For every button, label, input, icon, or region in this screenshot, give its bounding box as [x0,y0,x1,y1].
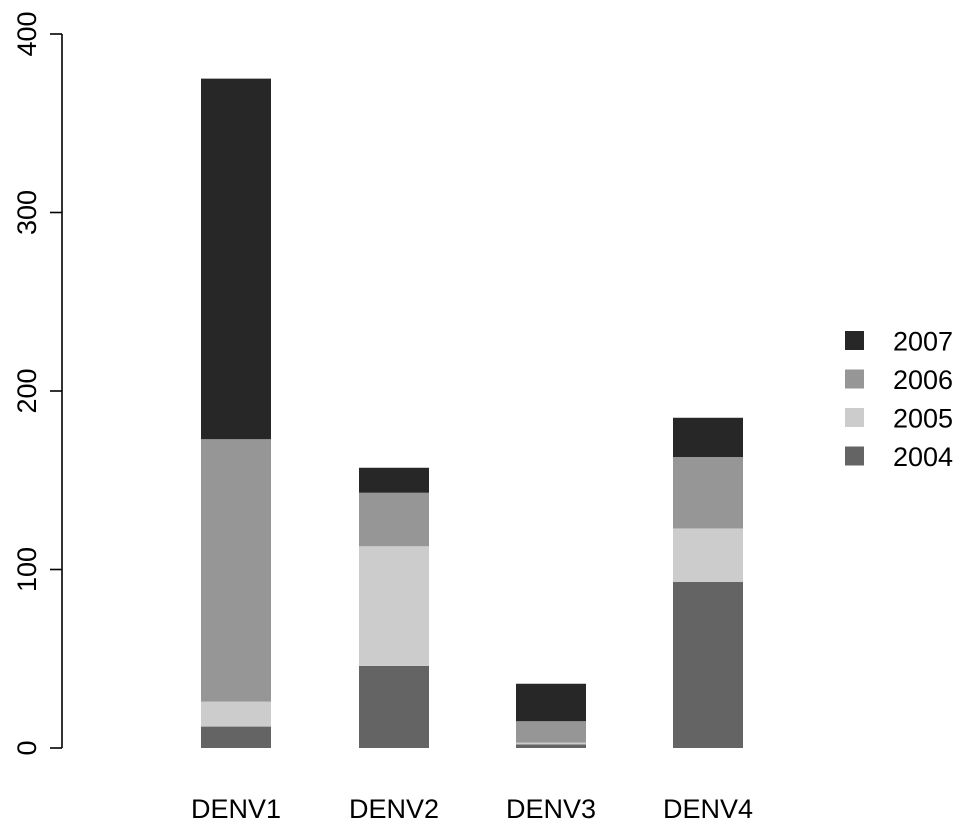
bar-segment-denv2-2007 [359,467,429,493]
bar-stack-denv3 [516,683,586,748]
y-tick-label: 400 [12,11,42,56]
y-axis: 0 100 200 300 400 [12,11,63,756]
legend-label-2006: 2006 [893,365,953,395]
x-tick-label: DENV1 [191,794,281,824]
legend-label-2005: 2005 [893,404,953,434]
y-tick-label: 200 [12,368,42,413]
bar-segment-denv1-2007 [201,78,271,440]
bar-segment-denv3-2005 [516,742,586,745]
legend-label-2007: 2007 [893,327,953,357]
legend-swatch-2004 [845,446,864,466]
x-tick-label: DENV2 [349,794,439,824]
bar-stack-denv1 [201,78,271,748]
y-tick-label: 100 [12,547,42,592]
legend-swatch-2006 [845,369,864,389]
legend: 2007 2006 2005 2004 [845,327,953,472]
bar-segment-denv4-2007 [673,417,743,458]
bar-segment-denv3-2006 [516,721,586,743]
x-axis-labels: DENV1 DENV2 DENV3 DENV4 [191,794,753,824]
bar-segment-denv4-2004 [673,581,743,748]
legend-label-2004: 2004 [893,442,953,472]
legend-swatch-2005 [845,408,864,427]
bar-segment-denv2-2005 [359,546,429,666]
y-tick-label: 300 [12,190,42,235]
legend-swatch-2007 [845,331,864,350]
bar-segment-denv1-2005 [201,701,271,727]
bar-stack-denv4 [673,417,743,748]
bar-segment-denv3-2004 [516,744,586,748]
bar-segment-denv1-2004 [201,726,271,748]
y-tick-label: 0 [12,740,42,755]
bar-segment-denv1-2006 [201,439,271,702]
x-tick-label: DENV4 [663,794,753,824]
bar-segment-denv4-2005 [673,528,743,582]
bar-segment-denv2-2004 [359,665,429,748]
bar-stack-denv2 [359,467,429,748]
bar-segment-denv3-2007 [516,683,586,722]
bar-segment-denv2-2006 [359,492,429,547]
bar-segment-denv4-2006 [673,457,743,529]
bar-stacks [201,78,743,748]
x-tick-label: DENV3 [506,794,596,824]
